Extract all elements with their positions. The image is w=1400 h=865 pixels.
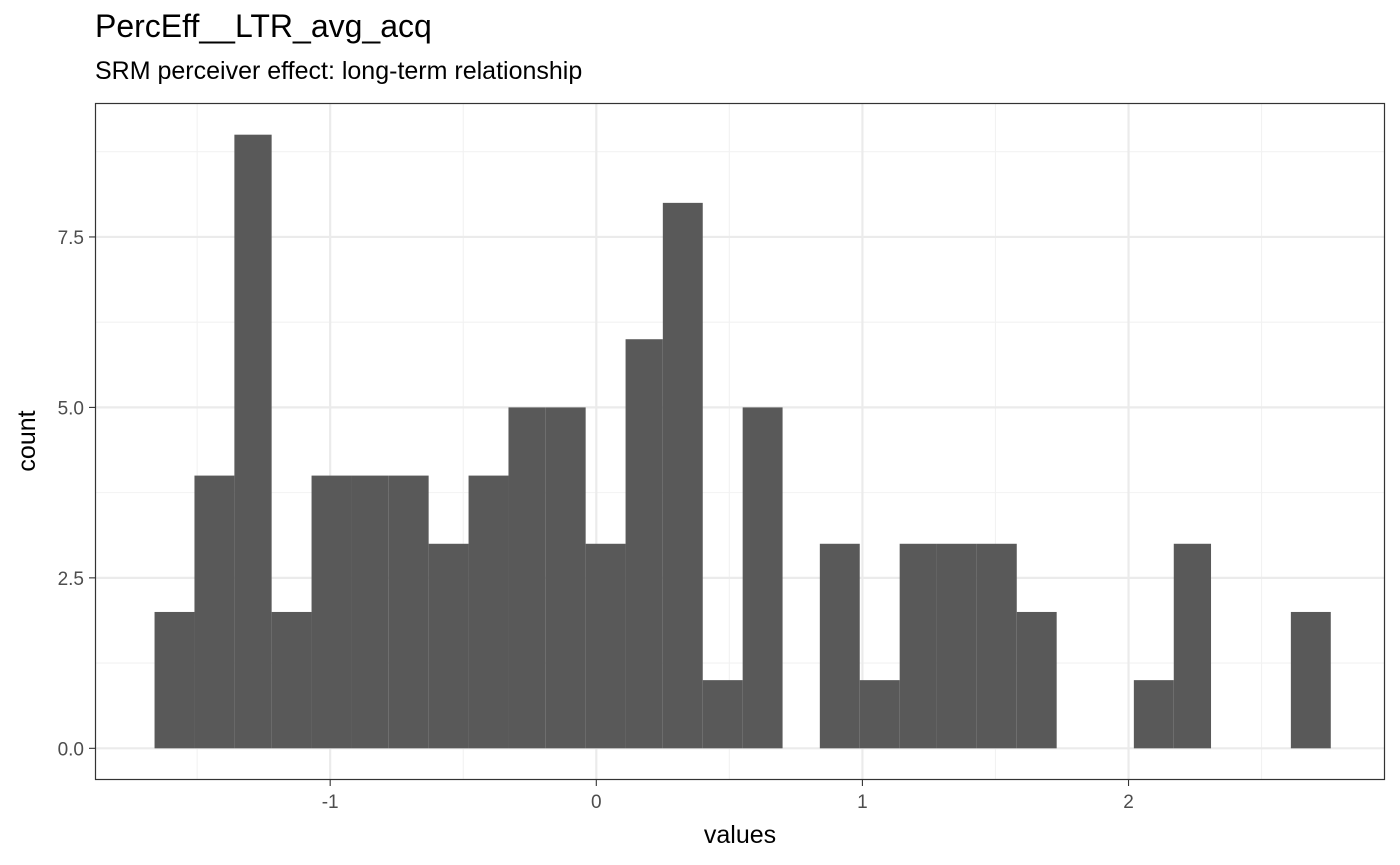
histogram-bar xyxy=(194,475,235,749)
panel-border xyxy=(94,102,1386,781)
x-tick-label: 1 xyxy=(857,792,868,813)
x-axis: -1 0 1 2 xyxy=(322,779,1134,813)
y-axis-title: count xyxy=(13,410,41,471)
histogram-bar xyxy=(1290,611,1331,749)
histogram-bar xyxy=(899,543,937,749)
histogram-bar xyxy=(859,680,900,749)
histogram-bar xyxy=(428,543,469,749)
histogram-bar xyxy=(819,543,860,749)
histogram-bar xyxy=(351,475,389,749)
x-tick-label: 2 xyxy=(1123,792,1134,813)
histogram-bars xyxy=(154,134,1331,749)
histogram-bar xyxy=(234,134,272,749)
histogram-bar xyxy=(936,543,977,749)
chart-title: PercEff__LTR_avg_acq xyxy=(95,8,432,44)
histogram-bar xyxy=(1133,680,1174,749)
histogram-bar xyxy=(468,475,509,749)
major-gridlines xyxy=(96,104,1384,779)
y-axis: 0.0 2.5 5.0 7.5 xyxy=(58,228,96,760)
y-tick-label: 2.5 xyxy=(58,569,84,590)
histogram-bar xyxy=(742,407,783,749)
histogram-bar xyxy=(662,202,703,749)
histogram-bar xyxy=(271,611,312,749)
y-tick-label: 7.5 xyxy=(58,228,84,249)
histogram-bar xyxy=(1016,611,1057,749)
histogram-bar xyxy=(311,475,352,749)
x-tick-label: 0 xyxy=(591,792,602,813)
histogram-bar xyxy=(625,339,663,749)
histogram-bar xyxy=(1173,543,1212,749)
y-tick-label: 0.0 xyxy=(58,739,84,760)
histogram-bar xyxy=(545,407,586,749)
histogram-bar xyxy=(154,611,195,749)
histogram-bar xyxy=(508,407,546,749)
histogram-bar xyxy=(976,543,1017,749)
histogram-bar xyxy=(585,543,626,749)
x-tick-label: -1 xyxy=(322,792,339,813)
chart-subtitle: SRM perceiver effect: long-term relation… xyxy=(95,57,583,85)
histogram-bar xyxy=(388,475,429,749)
x-axis-title: values xyxy=(704,821,776,849)
histogram-bar xyxy=(702,680,743,749)
y-tick-label: 5.0 xyxy=(58,398,84,419)
